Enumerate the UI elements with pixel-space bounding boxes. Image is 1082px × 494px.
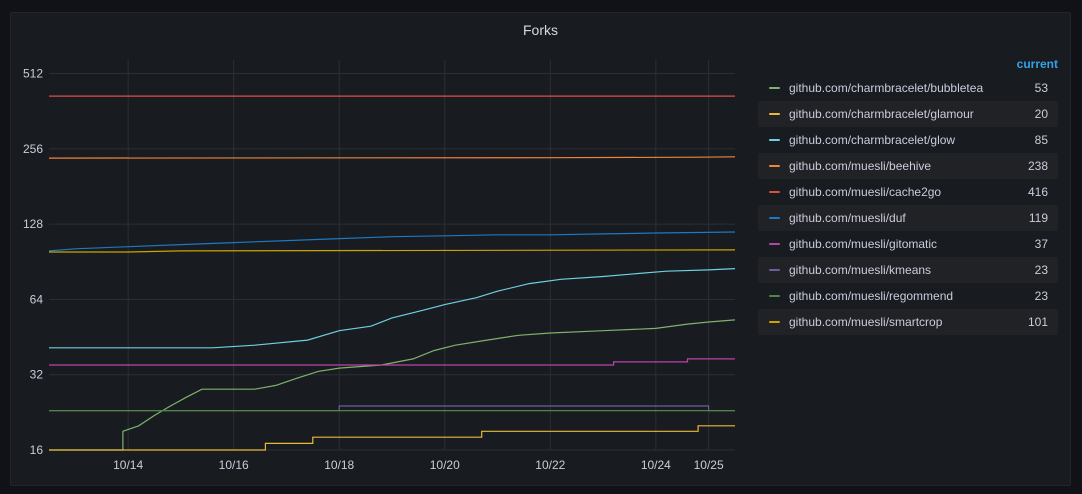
- legend-current-value: 20: [1034, 107, 1048, 121]
- x-tick-label: 10/16: [219, 458, 249, 472]
- legend-swatch[interactable]: [769, 87, 780, 89]
- y-tick-label: 128: [23, 217, 43, 231]
- legend-current-value: 238: [1027, 159, 1048, 173]
- legend-series-name[interactable]: github.com/muesli/regommend: [789, 289, 954, 303]
- legend-current-value: 53: [1034, 81, 1048, 95]
- series-line: [49, 319, 736, 451]
- x-tick-label: 10/18: [324, 458, 354, 472]
- y-tick-label: 16: [30, 443, 44, 457]
- legend-series-name[interactable]: github.com/muesli/duf: [789, 211, 906, 225]
- forks-chart: 16 32 64 128 256 512 10/14 10/16 10/18 10/20 10/22…: [23, 60, 736, 472]
- legend-series-name[interactable]: github.com/muesli/smartcrop: [789, 315, 943, 329]
- legend-swatch[interactable]: [769, 165, 780, 167]
- legend-swatch[interactable]: [769, 243, 780, 245]
- legend-swatch[interactable]: [769, 191, 780, 193]
- series-line: [49, 405, 735, 412]
- legend-series-name[interactable]: github.com/muesli/beehive: [789, 159, 932, 173]
- x-tick-label: 10/22: [535, 458, 565, 472]
- legend-series-name[interactable]: github.com/charmbracelet/glamour: [789, 107, 974, 121]
- legend-series-name[interactable]: github.com/muesli/kmeans: [789, 263, 932, 277]
- x-tick-label: 10/25: [694, 458, 724, 472]
- series-line: [49, 268, 736, 349]
- y-tick-label: 64: [30, 292, 44, 306]
- legend-item[interactable]: github.com/muesli/duf 119: [758, 205, 1058, 231]
- legend-current-header[interactable]: current: [1016, 57, 1058, 71]
- series-line: [48, 231, 736, 252]
- legend-item[interactable]: github.com/muesli/beehive 238: [758, 153, 1058, 179]
- x-tick-label: 10/20: [430, 458, 460, 472]
- legend-series-name[interactable]: github.com/muesli/cache2go: [789, 185, 942, 199]
- legend-item[interactable]: github.com/muesli/smartcrop 101: [758, 309, 1058, 335]
- legend-current-value: 119: [1028, 211, 1048, 225]
- legend-item[interactable]: github.com/muesli/kmeans 23: [758, 257, 1058, 283]
- legend-current-value: 85: [1034, 133, 1048, 147]
- legend-current-value: 23: [1034, 289, 1048, 303]
- legend-swatch[interactable]: [769, 113, 780, 115]
- legend-series-name[interactable]: github.com/charmbracelet/glow: [789, 133, 956, 147]
- legend-swatch[interactable]: [769, 321, 780, 323]
- forks-panel: Forks 16 32 64 128 256 512 10/14 10/16 10/18 10/2…: [10, 12, 1071, 486]
- legend-item[interactable]: github.com/muesli/regommend 23: [758, 283, 1058, 309]
- legend-item[interactable]: github.com/muesli/gitomatic 37: [758, 231, 1058, 257]
- legend-current-value: 37: [1034, 237, 1048, 251]
- series-line: [49, 425, 735, 451]
- series-line: [48, 156, 736, 159]
- legend-current-value: 101: [1027, 315, 1048, 329]
- legend-item[interactable]: github.com/charmbracelet/glamour 20: [758, 101, 1058, 127]
- legend-swatch[interactable]: [769, 269, 780, 271]
- x-tick-label: 10/14: [113, 458, 143, 472]
- legend-series-name[interactable]: github.com/muesli/gitomatic: [789, 237, 938, 251]
- legend-rows: github.com/charmbracelet/bubbletea 53 gith…: [758, 75, 1058, 335]
- series-line: [49, 249, 736, 253]
- series-line: [49, 358, 735, 366]
- legend-current-value: 23: [1034, 263, 1048, 277]
- y-tick-label: 256: [23, 142, 43, 156]
- legend-swatch[interactable]: [769, 295, 780, 297]
- panel-title[interactable]: Forks: [523, 22, 558, 38]
- legend-item[interactable]: github.com/muesli/cache2go 416: [758, 179, 1058, 205]
- y-tick-label: 32: [30, 368, 44, 382]
- legend-swatch[interactable]: [769, 139, 780, 141]
- legend-item[interactable]: github.com/charmbracelet/glow 85: [758, 127, 1058, 153]
- legend-swatch[interactable]: [769, 217, 780, 219]
- legend-item[interactable]: github.com/charmbracelet/bubbletea 53: [758, 75, 1058, 101]
- y-tick-label: 512: [23, 67, 43, 81]
- legend-current-value: 416: [1027, 185, 1048, 199]
- x-tick-label: 10/24: [641, 458, 671, 472]
- legend-series-name[interactable]: github.com/charmbracelet/bubbletea: [789, 81, 984, 95]
- legend: current github.com/charmbracelet/bubblet…: [758, 57, 1058, 335]
